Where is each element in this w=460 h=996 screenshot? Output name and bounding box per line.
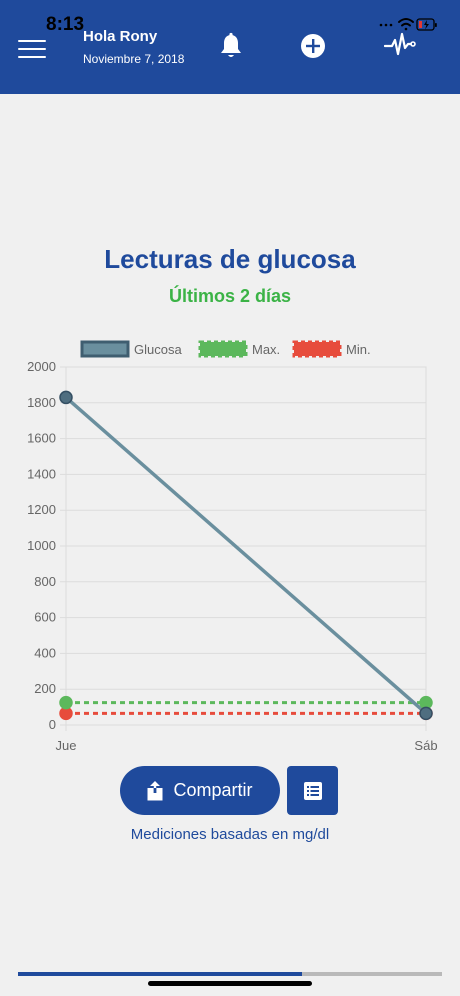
chart-subtitle: Últimos 2 días <box>168 286 292 306</box>
chart-title: Lecturas de glucosa <box>104 244 356 274</box>
y-tick-label: 800 <box>34 574 56 589</box>
data-point-glucosa <box>419 706 433 721</box>
legend-swatch-glucosa <box>80 340 130 358</box>
battery-icon <box>416 18 437 31</box>
y-tick-label: 1000 <box>27 538 56 553</box>
data-point-max <box>59 695 73 710</box>
legend-swatch-max <box>198 340 248 358</box>
pulse-icon <box>383 32 416 56</box>
legend-label: Glucosa <box>134 342 182 357</box>
series-line-glucosa <box>64 396 428 715</box>
share-icon <box>147 780 163 800</box>
app-header: 8:13 Hola Rony Noviembre 7, 2018 <box>0 0 460 94</box>
y-tick-label: 1600 <box>27 431 56 446</box>
legend-label: Max. <box>252 342 280 357</box>
add-reading-button[interactable] <box>300 33 326 59</box>
health-pulse-button[interactable] <box>383 30 416 60</box>
readings-list-button[interactable] <box>287 766 338 815</box>
y-tick-label: 1200 <box>27 502 56 517</box>
progress-fill <box>18 972 303 976</box>
y-tick-label: 200 <box>34 681 56 696</box>
data-point-glucosa <box>59 390 73 405</box>
y-tick-label: 600 <box>34 610 56 625</box>
y-tick-label: 2000 <box>27 359 56 374</box>
share-button[interactable]: Compartir <box>120 766 280 815</box>
home-indicator[interactable] <box>148 981 312 986</box>
y-tick-label: 400 <box>34 645 56 660</box>
current-date: Noviembre 7, 2018 <box>83 52 185 66</box>
wifi-icon <box>398 18 414 31</box>
units-note: Mediciones basadas en mg/dl <box>130 826 330 843</box>
progress-bar <box>18 972 442 976</box>
y-tick-label: 1800 <box>27 395 56 410</box>
signal-icon <box>379 23 393 27</box>
list-icon <box>303 781 322 800</box>
bell-icon <box>221 32 241 57</box>
y-tick-label: 1400 <box>27 466 56 481</box>
status-icons <box>379 18 437 31</box>
status-time: 8:13 <box>46 14 85 35</box>
menu-icon-bar <box>18 56 46 58</box>
x-tick-label: Sáb <box>414 738 437 753</box>
menu-icon-bar <box>18 48 46 50</box>
user-greeting: Hola Rony <box>83 28 158 45</box>
y-tick-label: 0 <box>49 717 56 732</box>
notifications-button[interactable] <box>218 32 244 60</box>
menu-button[interactable] <box>18 40 46 60</box>
plus-circle-icon <box>301 34 325 58</box>
legend-label: Min. <box>346 342 371 357</box>
x-tick-label: Jue <box>56 738 77 753</box>
share-label: Compartir <box>173 780 253 800</box>
glucose-chart: 0 200 400 600 800 1000 1200 1400 1600 1800 2000 Jue… <box>27 340 438 753</box>
menu-icon <box>18 40 46 42</box>
legend-swatch-min <box>292 340 342 358</box>
